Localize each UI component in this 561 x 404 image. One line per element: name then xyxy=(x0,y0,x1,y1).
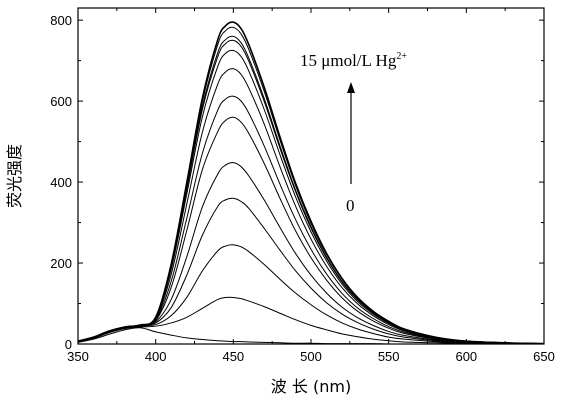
y-tick-label-400: 400 xyxy=(50,175,72,190)
spectrum-line-1 xyxy=(77,327,544,345)
increase-arrow-head xyxy=(347,82,355,93)
x-tick-label-350: 350 xyxy=(67,349,89,364)
plot-area: 350 400 450 500 550 600 650 0 200 400 600 800 15 μm… xyxy=(50,7,555,364)
x-tick-label-450: 450 xyxy=(222,349,244,364)
x-tick-label-550: 550 xyxy=(378,349,400,364)
spectrum-line-13 xyxy=(77,21,545,345)
annotation-layer: 15 μmol/L Hg2+ 0 xyxy=(300,51,407,215)
spectrum-line-3 xyxy=(77,244,545,345)
spectrum-line-11 xyxy=(77,35,545,345)
x-tick-label-500: 500 xyxy=(300,349,322,364)
x-axis-title: 波 长 (nm) xyxy=(271,377,351,396)
tick-layer: 350 400 450 500 550 600 650 0 200 400 600 800 xyxy=(50,8,555,364)
x-tick-label-400: 400 xyxy=(145,349,167,364)
y-tick-label-0: 0 xyxy=(65,337,72,352)
spectrum-line-5 xyxy=(77,162,545,345)
spectrum-line-9 xyxy=(77,49,545,345)
y-tick-label-600: 600 xyxy=(50,94,72,109)
annotation-top-superscript: 2+ xyxy=(396,51,407,62)
y-tick-label-200: 200 xyxy=(50,256,72,271)
spectrum-line-2 xyxy=(77,296,545,345)
y-tick-label-800: 800 xyxy=(50,13,72,28)
annotation-top-text: 15 μmol/L Hg xyxy=(300,51,397,70)
series-layer xyxy=(77,21,545,345)
x-tick-label-600: 600 xyxy=(455,349,477,364)
y-axis-title: 荧光强度 xyxy=(5,144,24,208)
spectrum-line-10 xyxy=(77,39,545,345)
x-tick-label-650: 650 xyxy=(533,349,555,364)
spectrum-line-8 xyxy=(77,68,545,345)
spectrum-line-6 xyxy=(77,116,545,345)
annotation-bottom: 0 xyxy=(346,196,355,215)
annotation-top: 15 μmol/L Hg2+ xyxy=(300,51,407,70)
spectrum-line-12 xyxy=(77,26,545,345)
